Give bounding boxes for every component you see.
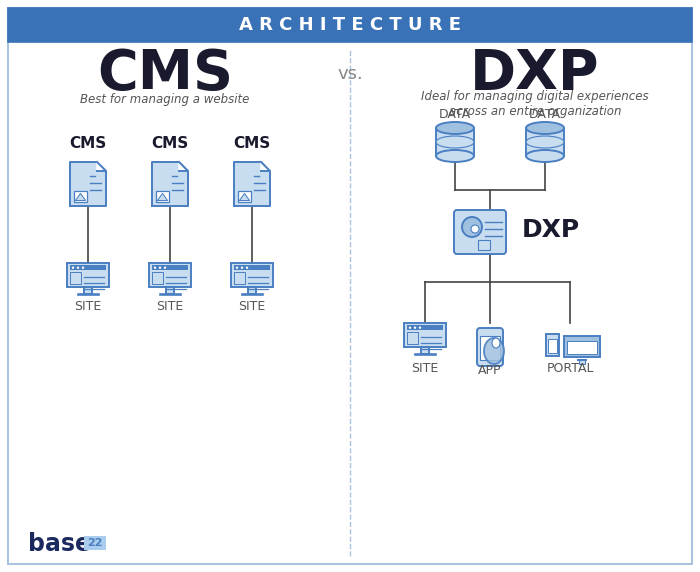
Circle shape <box>419 327 421 329</box>
Bar <box>564 336 600 357</box>
Text: SITE: SITE <box>239 300 265 313</box>
Circle shape <box>159 267 161 269</box>
Bar <box>70 265 106 270</box>
Polygon shape <box>239 193 249 201</box>
Circle shape <box>236 267 238 269</box>
Text: SITE: SITE <box>74 300 102 313</box>
Bar <box>404 323 446 347</box>
Bar <box>407 332 418 344</box>
Circle shape <box>409 327 411 329</box>
Bar <box>526 128 564 156</box>
Text: SITE: SITE <box>412 362 439 375</box>
Bar <box>8 8 692 42</box>
Bar <box>152 272 163 284</box>
Polygon shape <box>179 162 188 171</box>
Text: CMS: CMS <box>233 137 271 152</box>
Bar <box>234 265 270 270</box>
Circle shape <box>462 217 482 237</box>
Polygon shape <box>234 162 270 206</box>
Circle shape <box>164 267 166 269</box>
Bar <box>579 359 585 364</box>
Bar <box>436 128 474 156</box>
Ellipse shape <box>492 338 500 348</box>
Circle shape <box>241 267 243 269</box>
Text: CMS: CMS <box>151 137 188 152</box>
Text: DXP: DXP <box>522 218 580 242</box>
Bar <box>480 336 500 360</box>
Bar <box>84 536 106 550</box>
Bar <box>407 325 443 330</box>
Text: DXP: DXP <box>470 47 600 101</box>
Bar <box>166 287 174 294</box>
Circle shape <box>414 327 416 329</box>
Bar <box>231 263 273 287</box>
Ellipse shape <box>484 338 504 364</box>
Bar <box>156 191 169 202</box>
Bar <box>248 287 256 294</box>
Polygon shape <box>70 162 106 206</box>
Text: PORTAL: PORTAL <box>546 363 594 375</box>
Bar <box>421 347 429 354</box>
Text: DATA: DATA <box>439 108 471 121</box>
Circle shape <box>77 267 79 269</box>
Text: vs.: vs. <box>337 65 363 83</box>
Bar <box>152 265 188 270</box>
Ellipse shape <box>436 136 474 148</box>
Ellipse shape <box>526 122 564 134</box>
FancyBboxPatch shape <box>477 328 503 366</box>
Text: APP: APP <box>478 364 502 378</box>
Ellipse shape <box>526 150 564 162</box>
Bar <box>149 263 191 287</box>
Circle shape <box>82 267 84 269</box>
Polygon shape <box>158 193 167 201</box>
Polygon shape <box>152 162 188 206</box>
Text: CMS: CMS <box>97 47 233 101</box>
Text: base: base <box>28 532 91 556</box>
Circle shape <box>471 225 479 233</box>
Ellipse shape <box>436 122 474 134</box>
Bar <box>238 191 251 202</box>
Text: 22: 22 <box>88 538 103 548</box>
Bar <box>567 341 597 354</box>
Bar <box>234 272 245 284</box>
Text: Best for managing a website: Best for managing a website <box>80 93 250 106</box>
Text: DATA: DATA <box>529 108 561 121</box>
Bar <box>70 272 81 284</box>
Bar <box>74 191 87 202</box>
Circle shape <box>246 267 248 269</box>
Circle shape <box>72 267 74 269</box>
Polygon shape <box>76 193 85 201</box>
Bar <box>546 334 559 356</box>
FancyBboxPatch shape <box>454 210 506 254</box>
Bar <box>84 287 92 294</box>
Text: CMS: CMS <box>69 137 106 152</box>
Text: SITE: SITE <box>156 300 183 313</box>
Ellipse shape <box>526 136 564 148</box>
Bar <box>67 263 109 287</box>
Bar <box>478 240 490 250</box>
Circle shape <box>154 267 156 269</box>
Polygon shape <box>261 162 270 171</box>
Text: Ideal for managing digital experiences
across an entire organization: Ideal for managing digital experiences a… <box>421 90 649 118</box>
Ellipse shape <box>436 150 474 162</box>
Polygon shape <box>97 162 106 171</box>
Text: A R C H I T E C T U R E: A R C H I T E C T U R E <box>239 16 461 34</box>
Bar <box>548 339 557 353</box>
